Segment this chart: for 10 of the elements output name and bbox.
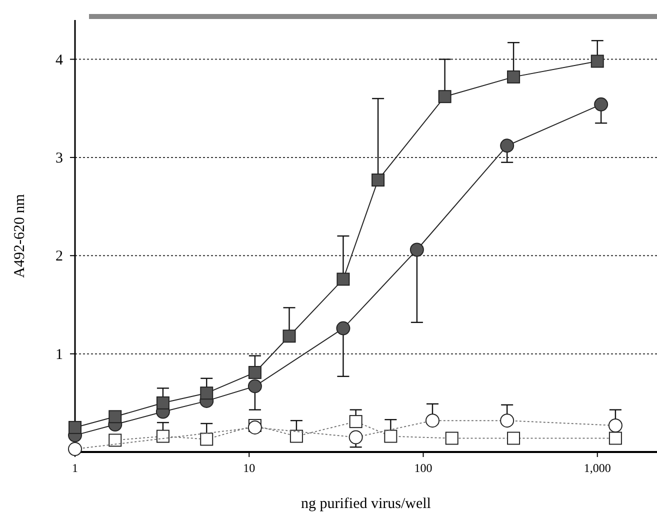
- x-tick-label: 1: [72, 461, 78, 475]
- y-axis-title: A492-620 nm: [12, 194, 28, 278]
- x-tick-label: 1,000: [584, 461, 611, 475]
- x-tick-label: 10: [243, 461, 256, 475]
- y-tick-label: 2: [56, 248, 63, 265]
- y-tick-label: 4: [56, 52, 64, 68]
- y-tick-label: 1: [56, 346, 63, 363]
- x-axis-title: ng purified virus/well: [301, 496, 431, 512]
- y-tick-label: 3: [56, 150, 63, 166]
- x-tick-label: 100: [414, 461, 432, 475]
